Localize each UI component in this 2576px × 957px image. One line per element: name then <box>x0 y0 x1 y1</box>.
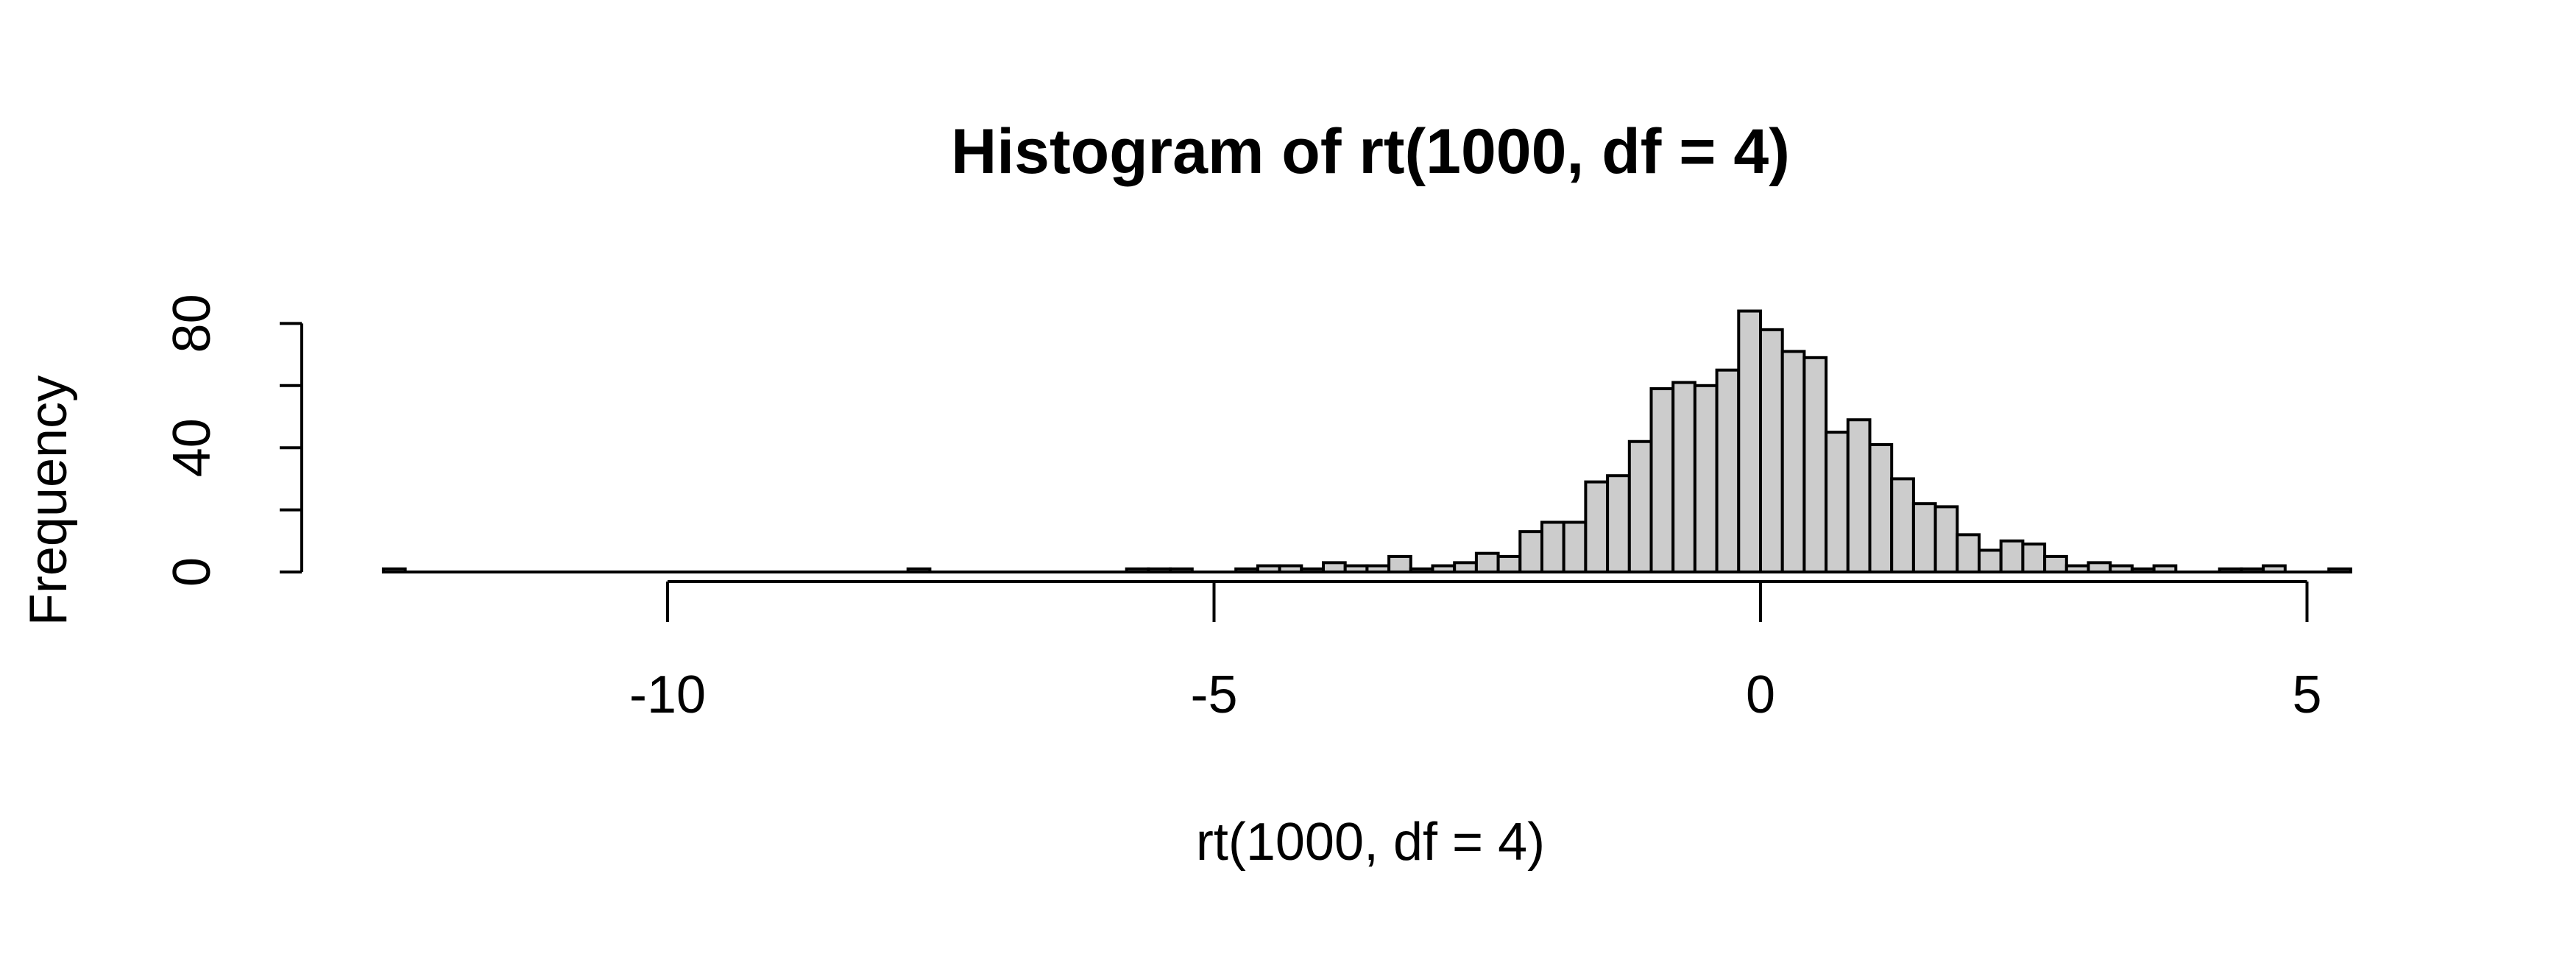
histogram-bar <box>1956 533 1981 573</box>
histogram-bar <box>1540 520 1565 573</box>
x-tick-label: -10 <box>629 665 706 724</box>
histogram-bar <box>1780 350 1806 573</box>
histogram-bar <box>1649 387 1675 574</box>
x-tick-label: 0 <box>1746 665 1775 724</box>
y-axis: 0 40 80 <box>163 294 303 587</box>
histogram-bar <box>1671 381 1696 574</box>
histogram-bar <box>1496 554 1522 574</box>
y-tick-label: 80 <box>163 294 222 353</box>
histogram-bar <box>1868 442 1894 573</box>
histogram-bar <box>1802 356 1828 573</box>
histogram-bar <box>1846 418 1872 573</box>
x-axis-label: rt(1000, df = 4) <box>1196 813 1545 872</box>
histogram-bar <box>2043 554 2068 574</box>
histogram-bar <box>1933 505 1959 574</box>
histogram-bar <box>1562 520 1588 573</box>
histogram-bar <box>1693 384 1719 573</box>
histogram-bar <box>1759 328 1784 573</box>
histogram-bar <box>1737 309 1763 573</box>
y-axis-label: Frequency <box>19 375 78 626</box>
histogram-bar <box>1825 431 1850 573</box>
histogram-bar <box>1715 368 1741 573</box>
chart-title: Histogram of rt(1000, df = 4) <box>951 116 1790 187</box>
histogram-bar <box>1474 551 1500 573</box>
x-tick-label: -5 <box>1190 665 1237 724</box>
histogram-bar <box>1584 480 1610 573</box>
histogram-bars <box>381 309 2352 574</box>
x-tick-label: 5 <box>2292 665 2321 724</box>
histogram-bar <box>1978 548 2003 574</box>
histogram-bar <box>1387 554 1412 574</box>
histogram-bar <box>2021 543 2047 574</box>
histogram-bar <box>1999 539 2025 573</box>
histogram-bar <box>1890 477 1915 574</box>
histogram-bar <box>1606 474 1631 573</box>
x-axis: -10 -5 0 5 <box>629 580 2322 724</box>
histogram-bar <box>1518 530 1544 574</box>
histogram-bar <box>1911 502 1937 573</box>
y-tick-label: 0 <box>163 557 222 587</box>
y-tick-label: 40 <box>163 418 222 477</box>
histogram-bar <box>1627 439 1653 574</box>
